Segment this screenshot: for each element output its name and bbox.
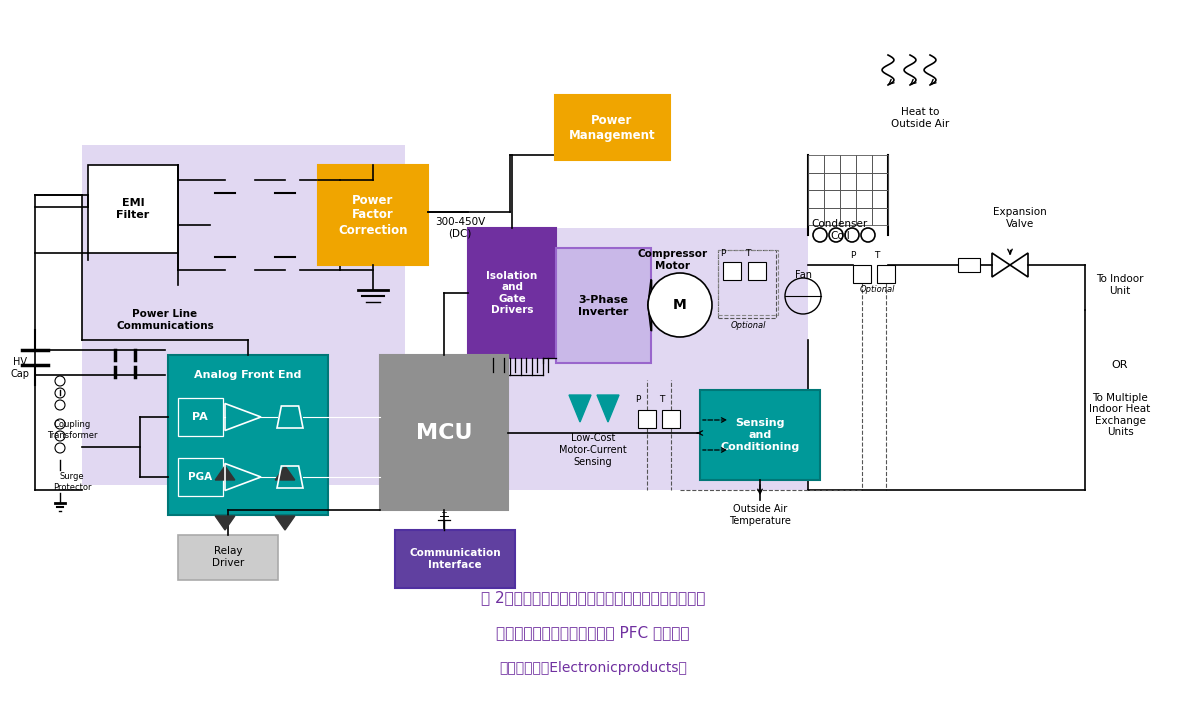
Text: Sensing
and
Conditioning: Sensing and Conditioning (720, 419, 799, 452)
Bar (395, 530, 515, 588)
Text: Low-Cost
Motor-Current
Sensing: Low-Cost Motor-Current Sensing (559, 433, 627, 466)
Bar (872, 208, 888, 225)
Bar (555, 95, 670, 160)
Text: Condenser
Coil: Condenser Coil (812, 219, 868, 241)
Text: Coupling
Transformer: Coupling Transformer (46, 420, 97, 440)
Bar (824, 173, 840, 190)
Text: Relay
Driver: Relay Driver (212, 546, 244, 568)
Bar (856, 190, 872, 208)
Text: Analog Front End: Analog Front End (195, 370, 301, 380)
Text: Power
Factor
Correction: Power Factor Correction (338, 194, 408, 236)
Polygon shape (597, 395, 619, 422)
Bar (872, 190, 888, 208)
Text: Optional: Optional (731, 320, 766, 330)
Bar (82, 145, 404, 485)
Text: HV
Cap: HV Cap (11, 357, 30, 379)
Bar (88, 165, 178, 253)
Circle shape (648, 273, 712, 337)
Bar (840, 155, 856, 173)
Text: P: P (850, 252, 855, 260)
Text: （资料来源：Electronicproducts）: （资料来源：Electronicproducts） (499, 661, 687, 675)
Bar (638, 410, 656, 428)
Bar (808, 190, 824, 208)
Bar (824, 208, 840, 225)
Text: Surge
Protector: Surge Protector (52, 472, 91, 492)
Text: PGA: PGA (187, 472, 212, 482)
Text: T: T (745, 249, 751, 259)
Bar (840, 208, 856, 225)
Text: T: T (659, 395, 664, 404)
Bar (178, 535, 278, 580)
Text: Expansion
Valve: Expansion Valve (993, 208, 1047, 228)
Bar (168, 355, 329, 515)
Bar (468, 228, 808, 490)
Text: Compressor
Motor: Compressor Motor (638, 249, 708, 271)
Text: MCU: MCU (416, 423, 472, 443)
Text: To Multiple
Indoor Heat
Exchange
Units: To Multiple Indoor Heat Exchange Units (1090, 393, 1150, 437)
Bar (856, 208, 872, 225)
Bar (318, 165, 428, 265)
Text: Power
Management: Power Management (569, 114, 656, 142)
Text: M: M (674, 298, 687, 312)
Bar (853, 265, 871, 283)
Bar (856, 155, 872, 173)
Bar (808, 173, 824, 190)
Polygon shape (275, 466, 295, 480)
Bar (178, 458, 223, 496)
Bar (718, 250, 778, 315)
Bar (808, 208, 824, 225)
Bar (856, 173, 872, 190)
Bar (958, 258, 980, 272)
Bar (840, 190, 856, 208)
Text: OR: OR (1111, 360, 1128, 370)
Text: Isolation
and
Gate
Drivers: Isolation and Gate Drivers (486, 270, 537, 315)
Bar (723, 262, 741, 280)
Bar (876, 265, 895, 283)
Text: Power Line
Communications: Power Line Communications (116, 309, 213, 331)
Bar (840, 173, 856, 190)
Text: P: P (636, 395, 640, 404)
Bar (178, 398, 223, 436)
Bar (748, 262, 766, 280)
Bar (700, 390, 820, 480)
Bar (872, 155, 888, 173)
Text: P: P (720, 249, 726, 259)
Text: Outside Air
Temperature: Outside Air Temperature (729, 504, 791, 526)
Text: T: T (874, 252, 880, 260)
Bar (872, 173, 888, 190)
Text: Optional: Optional (859, 286, 894, 294)
Text: Communication
Interface: Communication Interface (409, 548, 500, 570)
Text: Fan: Fan (795, 270, 811, 280)
Bar (718, 250, 776, 318)
Bar (662, 410, 680, 428)
Bar (808, 155, 824, 173)
Bar (824, 190, 840, 208)
Polygon shape (569, 395, 591, 422)
Text: PA: PA (192, 412, 208, 422)
Polygon shape (275, 516, 295, 530)
Bar (556, 248, 651, 363)
Text: EMI
Filter: EMI Filter (116, 198, 149, 220)
Bar (824, 155, 840, 173)
Polygon shape (215, 466, 235, 480)
Text: 代表用于为压缩机电机赋能的 PFC 和逆变器: 代表用于为压缩机电机赋能的 PFC 和逆变器 (496, 625, 690, 641)
Text: 3-Phase
Inverter: 3-Phase Inverter (578, 295, 629, 317)
Bar (380, 355, 508, 510)
Text: To Indoor
Unit: To Indoor Unit (1096, 274, 1143, 296)
Bar (468, 228, 556, 358)
Polygon shape (215, 516, 235, 530)
Text: Heat to
Outside Air: Heat to Outside Air (891, 107, 949, 129)
Text: 图 2：构成热泵和空调的各个子系统。突出显示的区域: 图 2：构成热泵和空调的各个子系统。突出显示的区域 (480, 591, 706, 605)
Text: 300-450V
(DC): 300-450V (DC) (435, 217, 485, 239)
